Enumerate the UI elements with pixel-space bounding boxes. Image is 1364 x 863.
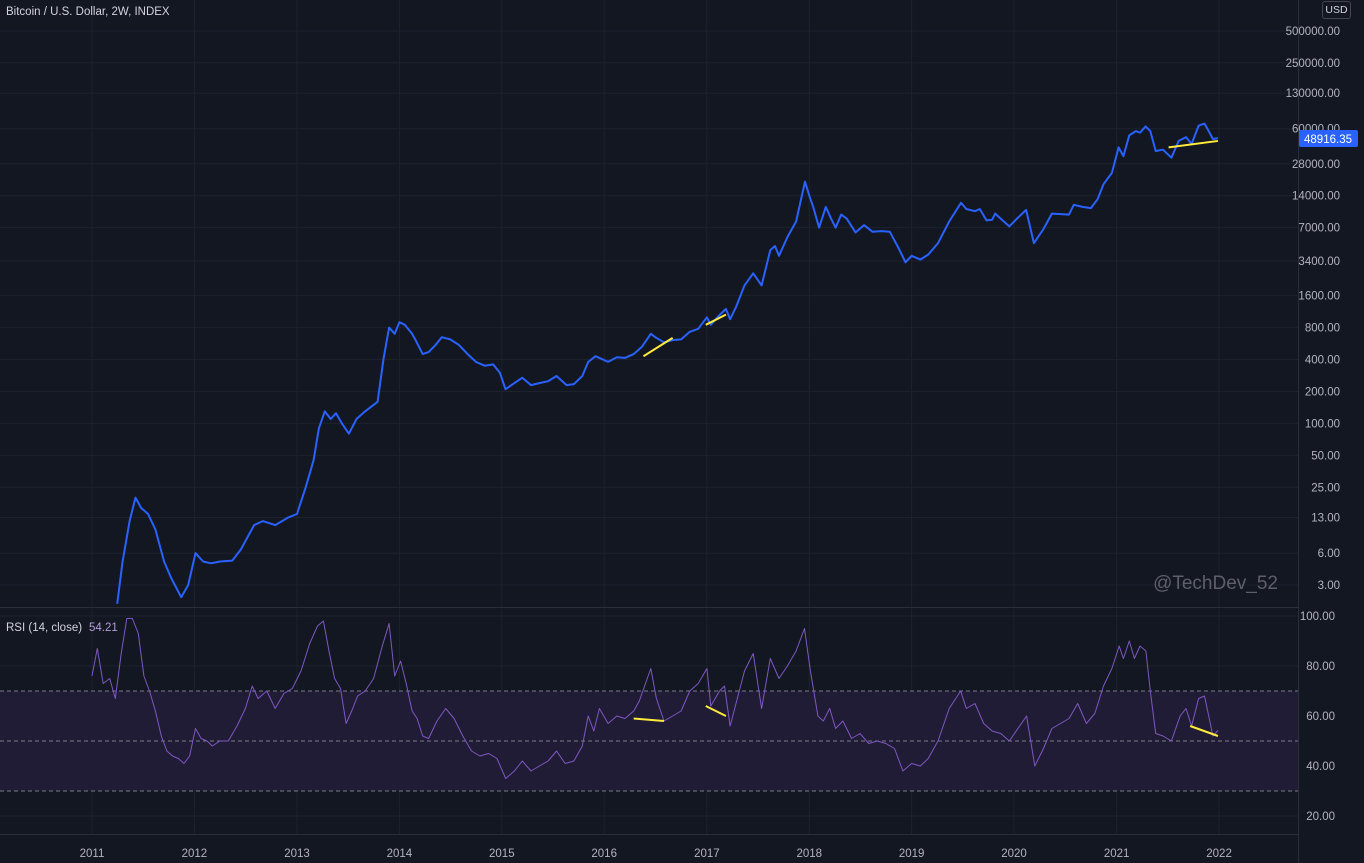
price-tick-label: 28000.00 xyxy=(1292,159,1340,171)
time-tick-label: 2015 xyxy=(489,848,515,860)
price-tick-label: 500000.00 xyxy=(1286,26,1340,38)
price-series-line xyxy=(116,122,1219,604)
price-tick-label: 3.00 xyxy=(1318,580,1340,592)
trendline[interactable] xyxy=(633,717,665,722)
time-tick-label: 2020 xyxy=(1001,848,1027,860)
time-tick-label: 2016 xyxy=(591,848,617,860)
trendline[interactable] xyxy=(705,705,727,717)
price-tick-label: 6.00 xyxy=(1318,548,1340,560)
last-price-background xyxy=(1299,130,1358,147)
last-price-label: 48916.35 xyxy=(1304,134,1352,146)
rsi-tick-label: 40.00 xyxy=(1306,761,1335,773)
symbol-title[interactable]: Bitcoin / U.S. Dollar, 2W, INDEX xyxy=(6,6,170,18)
rsi-band-fill xyxy=(0,691,1298,791)
time-tick-label: 2018 xyxy=(796,848,822,860)
rsi-band xyxy=(0,690,1298,792)
trendline[interactable] xyxy=(1168,139,1219,149)
time-tick-label: 2022 xyxy=(1206,848,1232,860)
time-tick-label: 2012 xyxy=(182,848,208,860)
rsi-tick-label: 20.00 xyxy=(1306,811,1335,823)
trendline[interactable] xyxy=(642,337,674,358)
last-price-tag: 48916.35 xyxy=(1299,130,1358,147)
time-axis[interactable]: 2011 2012 2013 2014 2015 2016 2017 2018 2019 2020… xyxy=(80,848,1232,860)
time-tick-label: 2014 xyxy=(387,848,413,860)
rsi-axis[interactable]: 100.00 80.00 60.00 40.00 20.00 xyxy=(1300,611,1335,823)
rsi-title[interactable]: RSI (14, close) xyxy=(6,622,82,634)
trendline[interactable] xyxy=(705,313,727,326)
price-tick-label: 100.00 xyxy=(1305,418,1340,430)
time-tick-label: 2021 xyxy=(1104,848,1130,860)
price-tick-label: 13.00 xyxy=(1311,512,1340,524)
price-tick-label: 25.00 xyxy=(1311,482,1340,494)
price-tick-label: 50.00 xyxy=(1311,450,1340,462)
time-tick-label: 2019 xyxy=(899,848,925,860)
price-tick-label: 14000.00 xyxy=(1292,191,1340,203)
rsi-series-line xyxy=(91,618,1219,779)
price-tick-label: 7000.00 xyxy=(1298,223,1340,235)
time-tick-label: 2011 xyxy=(80,848,105,860)
price-pane[interactable] xyxy=(116,122,1219,604)
rsi-tick-label: 80.00 xyxy=(1306,661,1335,673)
rsi-pane[interactable] xyxy=(91,618,1219,779)
rsi-value-label: 54.21 xyxy=(89,622,118,634)
price-tick-label: 1600.00 xyxy=(1298,291,1340,303)
price-tick-label: 130000.00 xyxy=(1286,88,1340,100)
currency-button[interactable]: USD xyxy=(1322,1,1351,19)
trendline[interactable] xyxy=(1189,725,1219,737)
time-tick-label: 2013 xyxy=(284,848,310,860)
watermark: @TechDev_52 xyxy=(1153,573,1278,594)
price-tick-label: 800.00 xyxy=(1305,323,1340,335)
price-tick-label: 3400.00 xyxy=(1298,256,1340,268)
rsi-tick-label: 60.00 xyxy=(1306,711,1335,723)
price-tick-label: 400.00 xyxy=(1305,355,1340,367)
time-tick-label: 2017 xyxy=(694,848,720,860)
price-tick-label: 250000.00 xyxy=(1286,58,1340,70)
price-tick-label: 200.00 xyxy=(1305,386,1340,398)
rsi-tick-label: 100.00 xyxy=(1300,611,1335,623)
